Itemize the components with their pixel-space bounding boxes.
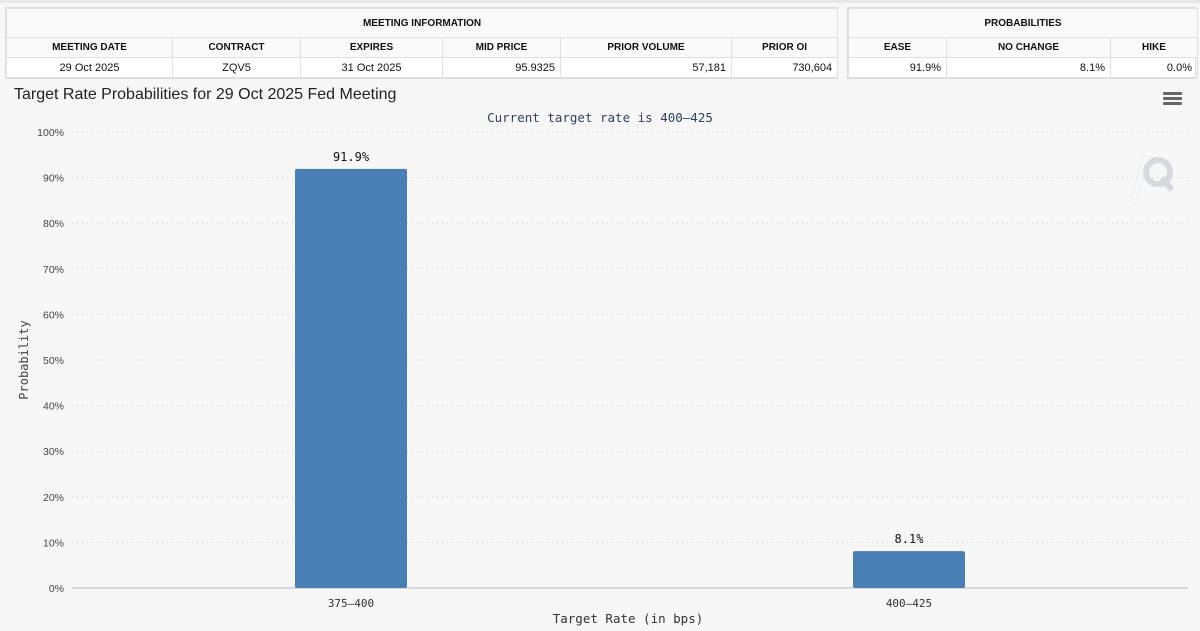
ease-value: 91.9% <box>848 57 947 78</box>
no-change-value: 8.1% <box>946 57 1111 78</box>
prior-volume-header: PRIOR VOLUME <box>560 37 732 58</box>
prior-volume-value: 57,181 <box>560 57 732 78</box>
mid-price-value: 95.9325 <box>442 57 561 78</box>
y-tick-label: 20% <box>43 492 64 504</box>
probabilities-panel: PROBABILITIES EASE NO CHANGE HIKE 91.9% … <box>847 7 1198 79</box>
y-tick-label: 70% <box>43 264 64 276</box>
ease-header: EASE <box>848 37 947 58</box>
meeting-date-header: MEETING DATE <box>6 37 173 58</box>
y-tick-label: 40% <box>43 401 64 413</box>
bar-data-label: 8.1% <box>895 532 925 546</box>
y-tick-label: 100% <box>37 127 64 139</box>
chart-title: Target Rate Probabilities for 29 Oct 202… <box>14 86 397 103</box>
hamburger-menu-icon[interactable] <box>1163 92 1182 106</box>
y-tick-label: 0% <box>49 583 64 595</box>
prior-oi-header: PRIOR OI <box>730 37 839 58</box>
top-divider <box>0 0 1200 3</box>
mid-price-header: MID PRICE <box>442 37 561 58</box>
prior-oi-value: 730,604 <box>730 57 839 78</box>
y-tick-label: 30% <box>43 446 64 458</box>
no-change-header: NO CHANGE <box>946 37 1111 58</box>
hike-value: 0.0% <box>1110 57 1198 78</box>
bar[interactable] <box>853 551 965 588</box>
x-axis-label: Target Rate (in bps) <box>553 611 704 626</box>
y-tick-label: 50% <box>43 355 64 367</box>
y-tick-label: 90% <box>43 173 64 185</box>
y-axis-label: Probability <box>17 320 31 399</box>
bar-data-label: 91.9% <box>333 150 370 164</box>
meeting-information-panel: MEETING INFORMATION MEETING DATE CONTRAC… <box>5 7 839 79</box>
x-tick-label: 400–425 <box>886 597 932 610</box>
meeting-date-value: 29 Oct 2025 <box>6 57 173 78</box>
y-tick-label: 10% <box>43 537 64 549</box>
expires-value: 31 Oct 2025 <box>300 57 443 78</box>
y-tick-label: 60% <box>43 309 64 321</box>
chart-subtitle: Current target rate is 400–425 <box>487 110 713 125</box>
probabilities-row: 91.9% 8.1% 0.0% <box>848 57 1198 78</box>
bar[interactable] <box>295 168 407 588</box>
x-tick-label: 375–400 <box>328 597 374 610</box>
expires-header: EXPIRES <box>300 37 443 58</box>
contract-header: CONTRACT <box>172 37 301 58</box>
probabilities-heading: PROBABILITIES <box>848 8 1198 38</box>
meeting-info-row: 29 Oct 2025 ZQV5 31 Oct 2025 95.9325 57,… <box>6 57 839 78</box>
meeting-information-heading: MEETING INFORMATION <box>5 8 839 38</box>
y-tick-label: 80% <box>43 218 64 230</box>
